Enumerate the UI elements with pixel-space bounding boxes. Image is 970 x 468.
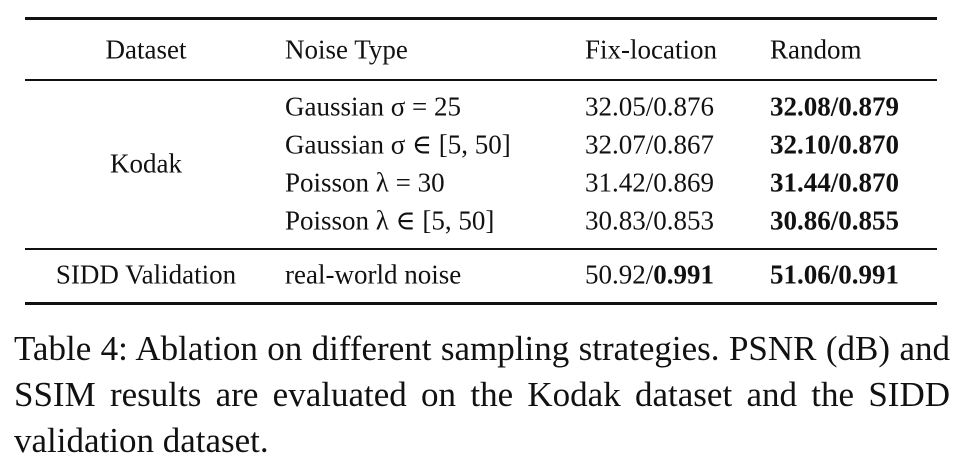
dataset-label: Kodak [110,148,182,179]
random-result: 32.08/0.879 [770,91,900,122]
noise-type: Gaussian σ = 25 [285,91,462,122]
fix-result: 32.05/0.876 [585,91,715,122]
fix-result: 50.92/0.991 [585,259,715,290]
result-part: 32.05/0.876 [585,91,715,122]
column-header: Noise Type [285,34,408,65]
result-part: 30.83/0.853 [585,205,715,236]
column-header: Dataset [105,34,187,65]
column-header: Fix-location [585,34,717,65]
caption: Table 4: Ablation on different sampling … [14,329,950,460]
header-rule [25,79,937,81]
result-part: 30.86/0.855 [770,205,900,236]
group-rule [25,248,937,250]
result-part: 50.92/ [585,259,654,290]
column-header: Random [770,34,862,65]
fix-result: 31.42/0.869 [585,167,715,198]
random-result: 30.86/0.855 [770,205,900,236]
result-part: 32.07/0.867 [585,129,715,160]
random-result: 51.06/0.991 [770,259,900,290]
bottom-rule [25,302,937,305]
result-part: 31.44/0.870 [770,167,900,198]
result-part: 32.08/0.879 [770,91,900,122]
fix-result: 30.83/0.853 [585,205,715,236]
result-part: 51.06/0.991 [770,259,900,290]
noise-type: Gaussian σ ∈ [5, 50] [285,129,511,160]
random-result: 32.10/0.870 [770,129,900,160]
noise-type: real-world noise [285,259,462,290]
top-rule [25,17,937,20]
result-part: 31.42/0.869 [585,167,715,198]
result-part: 0.991 [653,259,715,290]
random-result: 31.44/0.870 [770,167,900,198]
noise-type: Poisson λ ∈ [5, 50] [285,205,495,236]
dataset-label: SIDD Validation [55,259,237,290]
noise-type: Poisson λ = 30 [285,167,445,198]
result-part: 32.10/0.870 [770,129,900,160]
fix-result: 32.07/0.867 [585,129,715,160]
